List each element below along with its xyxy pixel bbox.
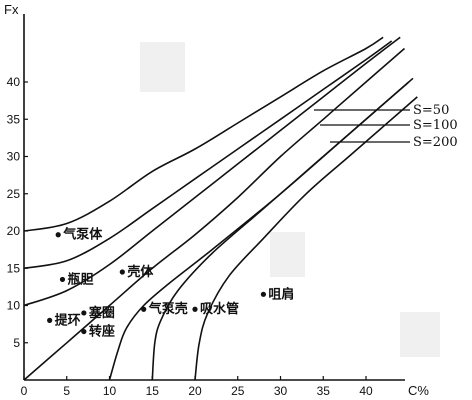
y-tick-label: 40 [7, 75, 21, 89]
x-axis-label: C% [408, 383, 429, 398]
data-point [119, 269, 125, 275]
x-tick-label: 35 [317, 384, 331, 398]
series-line [108, 81, 410, 381]
point-label: 塞圈 [89, 305, 115, 321]
scan-smudge [400, 312, 440, 357]
point-label: 提环 [55, 312, 81, 328]
series-line [151, 77, 414, 381]
x-tick-label: 20 [188, 384, 202, 398]
data-point [192, 306, 198, 312]
point-label: 咀肩 [268, 286, 294, 302]
x-tick-label: 25 [231, 384, 245, 398]
y-tick-label: 15 [7, 261, 21, 275]
y-tick-label: 10 [7, 299, 21, 313]
series-line [194, 96, 418, 381]
curves [23, 36, 418, 381]
legend-label: S=50 [413, 103, 449, 118]
y-tick-label: 20 [7, 224, 21, 238]
x-tick-label: 10 [103, 384, 117, 398]
series-line [23, 40, 393, 270]
x-tick-label: 15 [146, 384, 160, 398]
y-tick-label: 35 [7, 112, 21, 126]
series-line [23, 36, 384, 232]
data-point [81, 310, 87, 316]
data-point [59, 276, 66, 283]
data-point [141, 306, 147, 312]
data-point [260, 291, 266, 297]
y-tick-label: 30 [7, 150, 21, 164]
series-line [23, 47, 406, 381]
y-tick-label: 5 [13, 336, 20, 350]
point-label: 气泵体 [63, 227, 103, 243]
ticks: 0 5 10 15 20 25 30 35 40 5 10 15 20 25 30 35 40 [7, 75, 373, 398]
data-point [81, 328, 87, 335]
y-axis-label: Fx [4, 2, 19, 17]
x-tick-label: 5 [63, 384, 70, 398]
axes [23, 14, 405, 381]
x-tick-label: 0 [21, 384, 28, 398]
scan-smudge [140, 42, 185, 92]
data-point [47, 317, 53, 323]
series-line [23, 36, 401, 307]
point-label: 壳体 [126, 264, 154, 280]
legend-label: S=100 [413, 118, 458, 133]
y-tick-label: 25 [7, 187, 21, 201]
point-label: 瓶胆 [67, 271, 93, 287]
scan-smudge [270, 232, 305, 277]
point-label: 转座 [89, 324, 115, 340]
point-label: 气泵壳 [149, 301, 188, 317]
legend-label: S=200 [413, 135, 458, 150]
point-label: 吸水管 [200, 301, 239, 317]
legend: S=50 S=100 S=200 [314, 103, 458, 150]
x-tick-label: 40 [359, 384, 373, 398]
data-point [55, 232, 61, 238]
x-tick-label: 30 [274, 384, 288, 398]
